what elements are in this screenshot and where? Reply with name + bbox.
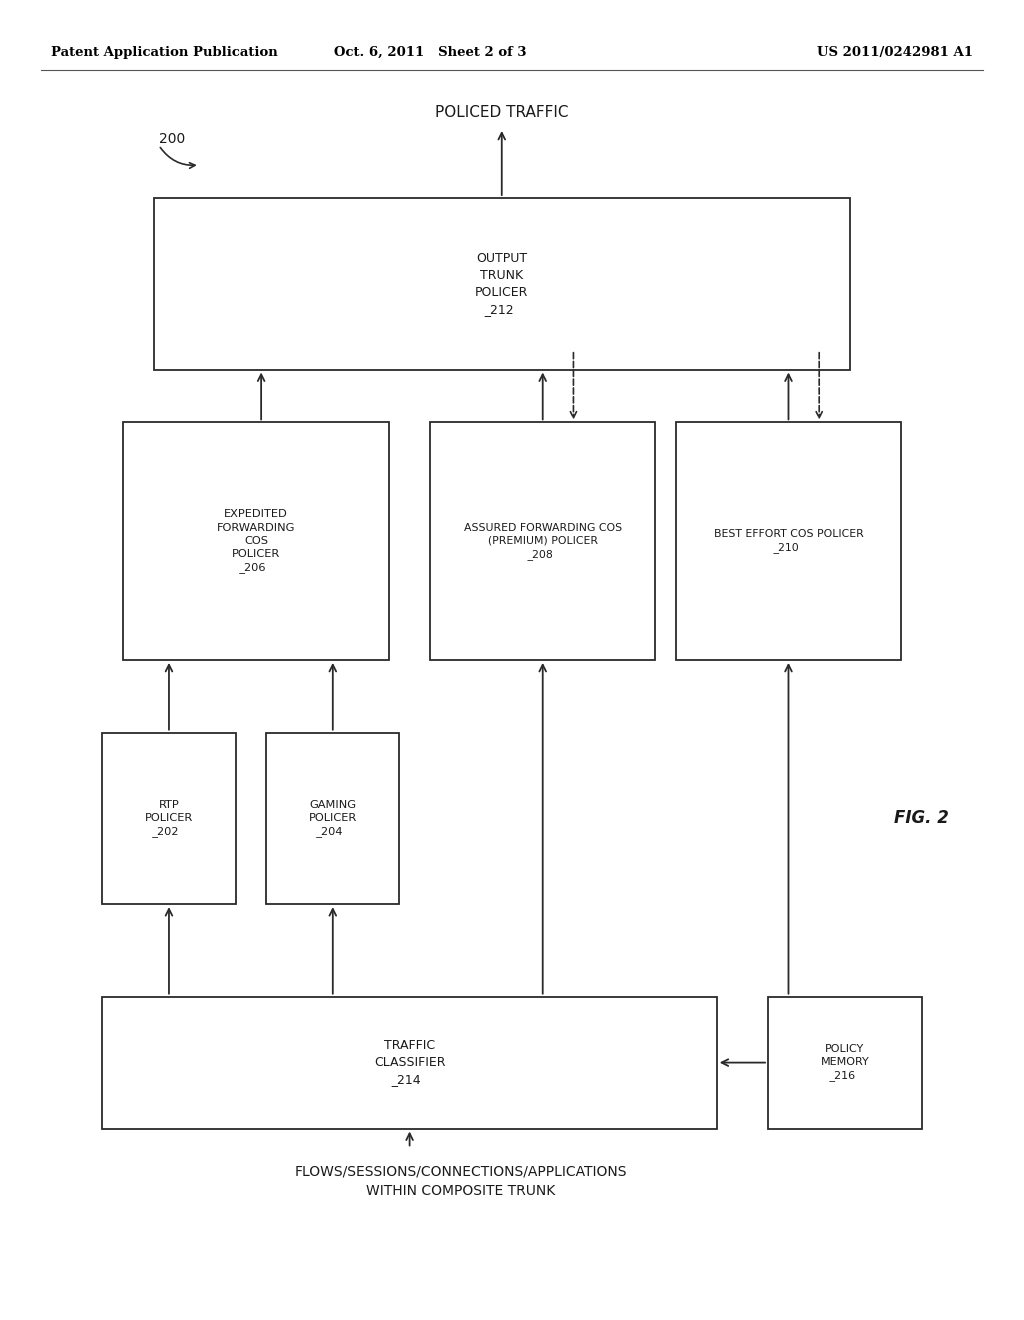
Text: 200: 200 bbox=[159, 132, 185, 145]
Text: Oct. 6, 2011   Sheet 2 of 3: Oct. 6, 2011 Sheet 2 of 3 bbox=[334, 46, 526, 59]
FancyBboxPatch shape bbox=[768, 997, 922, 1129]
Text: RTP
POLICER
̲202: RTP POLICER ̲202 bbox=[144, 800, 194, 837]
FancyBboxPatch shape bbox=[430, 422, 655, 660]
Text: GAMING
POLICER
̲204: GAMING POLICER ̲204 bbox=[308, 800, 357, 837]
FancyBboxPatch shape bbox=[102, 733, 236, 904]
Text: FIG. 2: FIG. 2 bbox=[894, 809, 949, 828]
Text: OUTPUT
TRUNK
POLICER
̲212: OUTPUT TRUNK POLICER ̲212 bbox=[475, 252, 528, 315]
FancyBboxPatch shape bbox=[266, 733, 399, 904]
FancyBboxPatch shape bbox=[154, 198, 850, 370]
Text: ASSURED FORWARDING COS
(PREMIUM) POLICER
̲208: ASSURED FORWARDING COS (PREMIUM) POLICER… bbox=[464, 523, 622, 560]
Text: POLICY
MEMORY
̲216: POLICY MEMORY ̲216 bbox=[820, 1044, 869, 1081]
Text: US 2011/0242981 A1: US 2011/0242981 A1 bbox=[817, 46, 973, 59]
FancyBboxPatch shape bbox=[102, 997, 717, 1129]
Text: EXPEDITED
FORWARDING
COS
POLICER
̲206: EXPEDITED FORWARDING COS POLICER ̲206 bbox=[217, 510, 295, 573]
Text: BEST EFFORT COS POLICER
̲210: BEST EFFORT COS POLICER ̲210 bbox=[714, 529, 863, 553]
FancyBboxPatch shape bbox=[123, 422, 389, 660]
Text: TRAFFIC
CLASSIFIER
̲214: TRAFFIC CLASSIFIER ̲214 bbox=[374, 1039, 445, 1086]
FancyBboxPatch shape bbox=[676, 422, 901, 660]
Text: FLOWS/SESSIONS/CONNECTIONS/APPLICATIONS
WITHIN COMPOSITE TRUNK: FLOWS/SESSIONS/CONNECTIONS/APPLICATIONS … bbox=[295, 1164, 627, 1199]
Text: Patent Application Publication: Patent Application Publication bbox=[51, 46, 278, 59]
Text: POLICED TRAFFIC: POLICED TRAFFIC bbox=[435, 104, 568, 120]
